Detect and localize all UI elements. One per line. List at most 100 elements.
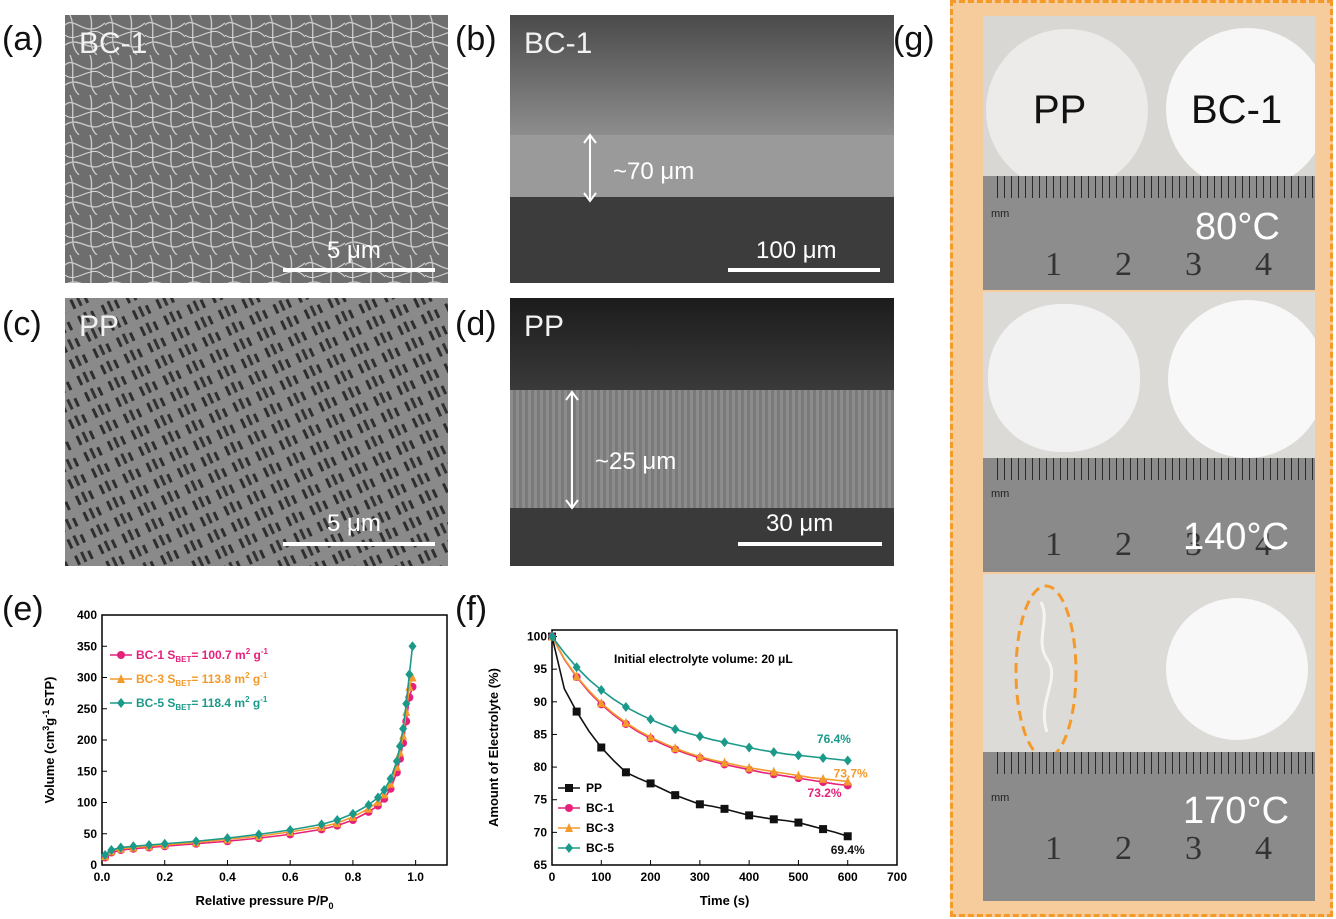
y-tick-label: 250 [77,702,97,716]
panel-b-thickness-text: ~70 μm [613,158,695,185]
panel-a-scale-bar [283,268,435,272]
panel-f-letter: (f) [455,590,488,628]
data-point [671,743,680,753]
data-point [843,832,852,841]
disc-bc1 [1166,28,1315,190]
panel-d-scale-text: 30 μm [766,510,834,537]
temperature-label: 140°C [1183,516,1290,558]
data-point [286,825,295,835]
thickness-arrow [565,390,579,510]
legend-superscript: -1 [260,671,268,680]
legend-label-pp: PP [586,781,602,795]
disc-pp-label: PP [1033,88,1087,132]
data-point [671,791,680,800]
data-point [819,825,828,834]
sem-image-pp-cross-section: PP ~25 μm 30 μm [510,298,894,566]
x-tick-label: 600 [838,870,858,884]
y-axis-label-superscript: 3 [41,726,51,731]
legend-marker [565,784,573,792]
x-tick-label: 0.0 [94,870,111,884]
data-point [843,755,852,766]
data-point [794,818,803,827]
y-tick-label: 400 [77,608,97,622]
ruler-number-1: 1 [1045,830,1062,867]
legend-label-bc-3: BC-3 [586,821,614,835]
data-point [819,773,828,783]
legend-marker [117,674,125,683]
end-label-bc-1: 73.2% [808,786,842,800]
electrolyte-retention-chart: 0 100 200 300 400 500 600 700 65 70 75 80 85 90 95 100 T… [486,629,907,908]
data-point [646,714,655,725]
legend-superscript: 2 [245,671,250,680]
legend-label-bc-5: BC-5 [586,841,614,855]
y-axis-label-part: g [42,718,57,726]
legend-subscript: BET [175,679,191,688]
data-point [671,724,680,735]
panel-c-letter: (c) [2,305,42,343]
y-tick-label: 100 [527,630,547,644]
temperature-label: 170°C [1183,790,1290,832]
end-label-bc-3: 73.7% [834,767,868,781]
pp-substrate [510,508,894,566]
ruler-number-3: 3 [1185,526,1202,563]
x-tick-label: 200 [641,870,661,884]
ruler-unit: mm [991,488,1010,500]
data-point [572,662,581,673]
data-point [745,811,754,820]
x-axis-label-subscript: 0 [328,901,333,911]
data-point [769,747,778,758]
disc-bc1-label: BC-1 [1191,88,1283,132]
data-point [745,742,754,753]
legend-superscript: -1 [261,647,269,656]
legend-label-bc-1: BC-1 SBET= 100.7 m2 g-1 [136,647,269,664]
ruler-number-3: 3 [1185,246,1202,283]
legend-value: = 100.7 m [191,648,245,662]
data-point [348,808,357,819]
legend-label-bc-5: BC-5 SBET= 118.4 m2 g-1 [136,695,268,712]
legend-unit: g [250,648,261,662]
legend-subscript: BET [175,703,191,712]
temperature-label: 80°C [1195,206,1280,248]
plot-frame [551,629,898,866]
ruler-ticks [997,176,1315,198]
data-point [399,723,408,734]
legend-superscript: 2 [245,695,250,704]
x-axis-label: Time (s) [700,893,750,908]
data-point [408,641,417,652]
legend-superscript: 2 [246,647,251,656]
y-tick-label: 80 [534,760,548,774]
x-tick-label: 300 [690,870,710,884]
panel-d-letter: (d) [455,305,497,343]
x-tick-label: 400 [739,870,759,884]
ruler-ticks [997,752,1315,774]
data-point [254,829,263,840]
legend-marker [565,804,573,812]
x-tick-label: 0.8 [345,870,362,884]
data-point [116,842,125,853]
ruler: mm 1 2 3 4 140°C [983,458,1315,572]
data-point [843,776,852,786]
x-tick-label: 0.4 [219,870,236,884]
panel-b-scale-bar [728,268,880,272]
data-point [819,752,828,763]
data-point [794,750,803,761]
data-point [145,840,154,850]
data-point [405,669,414,680]
data-point [597,685,606,696]
panel-a-scale-text: 5 μm [327,237,381,264]
data-point [597,743,606,752]
panel-d-scale-bar [738,542,882,546]
data-point [572,671,581,681]
panel-d-thickness-text: ~25 μm [595,448,677,475]
data-point [223,833,232,844]
data-point [646,779,655,788]
panel-e-letter: (e) [2,590,44,628]
ruler-number-2: 2 [1115,526,1132,563]
panel-a-sample-label: BC-1 [79,27,148,60]
legend-marker [565,823,573,832]
ruler-number-4: 4 [1255,830,1272,867]
legend-value: = 113.8 m [191,672,245,686]
isotherm-chart: 0.0 0.2 0.4 0.6 0.8 1.0 0 50 100 150 200 250 300 350 4… [41,608,448,911]
data-point [380,785,389,795]
data-point [402,698,411,709]
